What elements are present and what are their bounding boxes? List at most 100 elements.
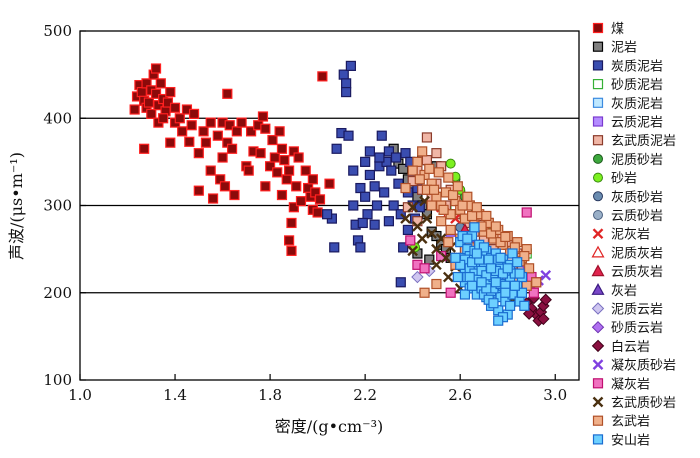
data-point xyxy=(193,185,204,196)
legend-item: 玄武岩 xyxy=(592,415,650,430)
legend-marker xyxy=(591,245,605,258)
data-point xyxy=(459,289,471,300)
data-point xyxy=(329,242,340,253)
legend-marker xyxy=(591,302,605,315)
legend-marker xyxy=(593,153,603,164)
data-point xyxy=(355,242,366,253)
data-point xyxy=(317,71,328,82)
x-tick-label: 2.2 xyxy=(353,386,377,404)
y-tick-label: 300 xyxy=(43,197,72,215)
legend-item: 凝灰岩 xyxy=(592,376,650,392)
data-point xyxy=(509,280,520,291)
data-point xyxy=(414,202,425,213)
data-point xyxy=(421,132,433,143)
data-point xyxy=(490,221,501,232)
x-tick-label: 2.6 xyxy=(448,386,472,404)
data-point xyxy=(507,248,518,259)
legend-label: 砂岩 xyxy=(611,172,637,187)
legend-label: 云质泥岩 xyxy=(611,116,663,131)
data-point xyxy=(521,207,532,218)
legend-label: 灰岩 xyxy=(611,284,637,299)
ticks-layer: 1.0 1.4 1.8 2.2 2.6 3.0 100 200 300 400 500 xyxy=(43,22,567,404)
legend-label: 云质灰岩 xyxy=(611,265,663,280)
data-point xyxy=(433,167,444,178)
legend-item: 云质砂岩 xyxy=(593,209,663,224)
data-point xyxy=(464,271,475,283)
data-point xyxy=(540,269,552,281)
legend-marker xyxy=(592,78,604,90)
legend-label: 安山岩 xyxy=(611,433,650,448)
legend-item: 泥质云岩 xyxy=(591,302,663,318)
data-point xyxy=(260,181,271,192)
legend-item: 煤 xyxy=(592,22,624,37)
data-point xyxy=(207,193,219,204)
legend-label: 泥质云岩 xyxy=(611,303,663,318)
legend-item: 灰岩 xyxy=(591,283,637,299)
data-point xyxy=(274,126,285,137)
data-point xyxy=(143,97,155,108)
data-point xyxy=(314,194,326,205)
data-point xyxy=(371,200,383,211)
data-point xyxy=(419,263,430,274)
data-point xyxy=(369,181,380,192)
legend-item: 玄武质泥岩 xyxy=(592,134,676,149)
data-point xyxy=(490,277,501,288)
data-point xyxy=(442,271,454,283)
data-point xyxy=(383,146,395,157)
data-point xyxy=(485,263,497,274)
data-point xyxy=(407,245,419,257)
data-point xyxy=(424,163,435,174)
data-point xyxy=(419,287,430,298)
data-point xyxy=(424,254,435,265)
data-point xyxy=(478,242,490,253)
legend-item: 砂质泥岩 xyxy=(592,78,663,93)
legend-label: 玄武岩 xyxy=(611,415,650,430)
data-point xyxy=(245,126,257,137)
data-point xyxy=(452,271,463,283)
data-point xyxy=(386,165,397,176)
data-point xyxy=(400,213,411,224)
data-point xyxy=(466,210,478,222)
legend-marker xyxy=(592,228,604,240)
data-point xyxy=(514,268,525,279)
data-point xyxy=(512,257,523,268)
data-point xyxy=(229,189,240,201)
legend-label: 凝灰岩 xyxy=(611,376,650,392)
legend-item: 砂质云岩 xyxy=(591,320,663,336)
data-point xyxy=(217,152,228,163)
data-point xyxy=(462,233,473,244)
data-point xyxy=(519,300,530,311)
data-point xyxy=(462,191,473,202)
legend-item: 白云岩 xyxy=(591,339,650,355)
legend-marker xyxy=(591,283,605,295)
data-point xyxy=(165,86,176,98)
data-point xyxy=(129,104,140,115)
data-point xyxy=(169,102,181,113)
data-point xyxy=(193,148,204,159)
data-point xyxy=(205,165,216,176)
data-point xyxy=(414,174,425,185)
legend-item: 泥岩 xyxy=(592,41,637,56)
y-tick-label: 400 xyxy=(43,109,72,127)
data-point xyxy=(495,252,506,263)
legend-item: 泥质灰岩 xyxy=(591,245,663,261)
data-point xyxy=(158,113,169,124)
data-point xyxy=(331,143,342,154)
data-point xyxy=(322,209,333,220)
data-point xyxy=(150,88,162,99)
data-point xyxy=(476,277,487,288)
legend-marker xyxy=(591,264,605,277)
data-point xyxy=(267,134,278,146)
data-point xyxy=(390,152,402,163)
data-point xyxy=(291,181,302,192)
data-point xyxy=(445,287,456,298)
data-point xyxy=(412,221,423,232)
data-point xyxy=(300,165,311,176)
data-point xyxy=(421,213,433,224)
data-point xyxy=(383,216,395,227)
legend-marker xyxy=(592,378,604,389)
data-point xyxy=(376,130,387,141)
legend-item: 灰质砂岩 xyxy=(593,190,663,205)
legend-marker xyxy=(592,135,604,146)
data-point xyxy=(504,300,516,311)
